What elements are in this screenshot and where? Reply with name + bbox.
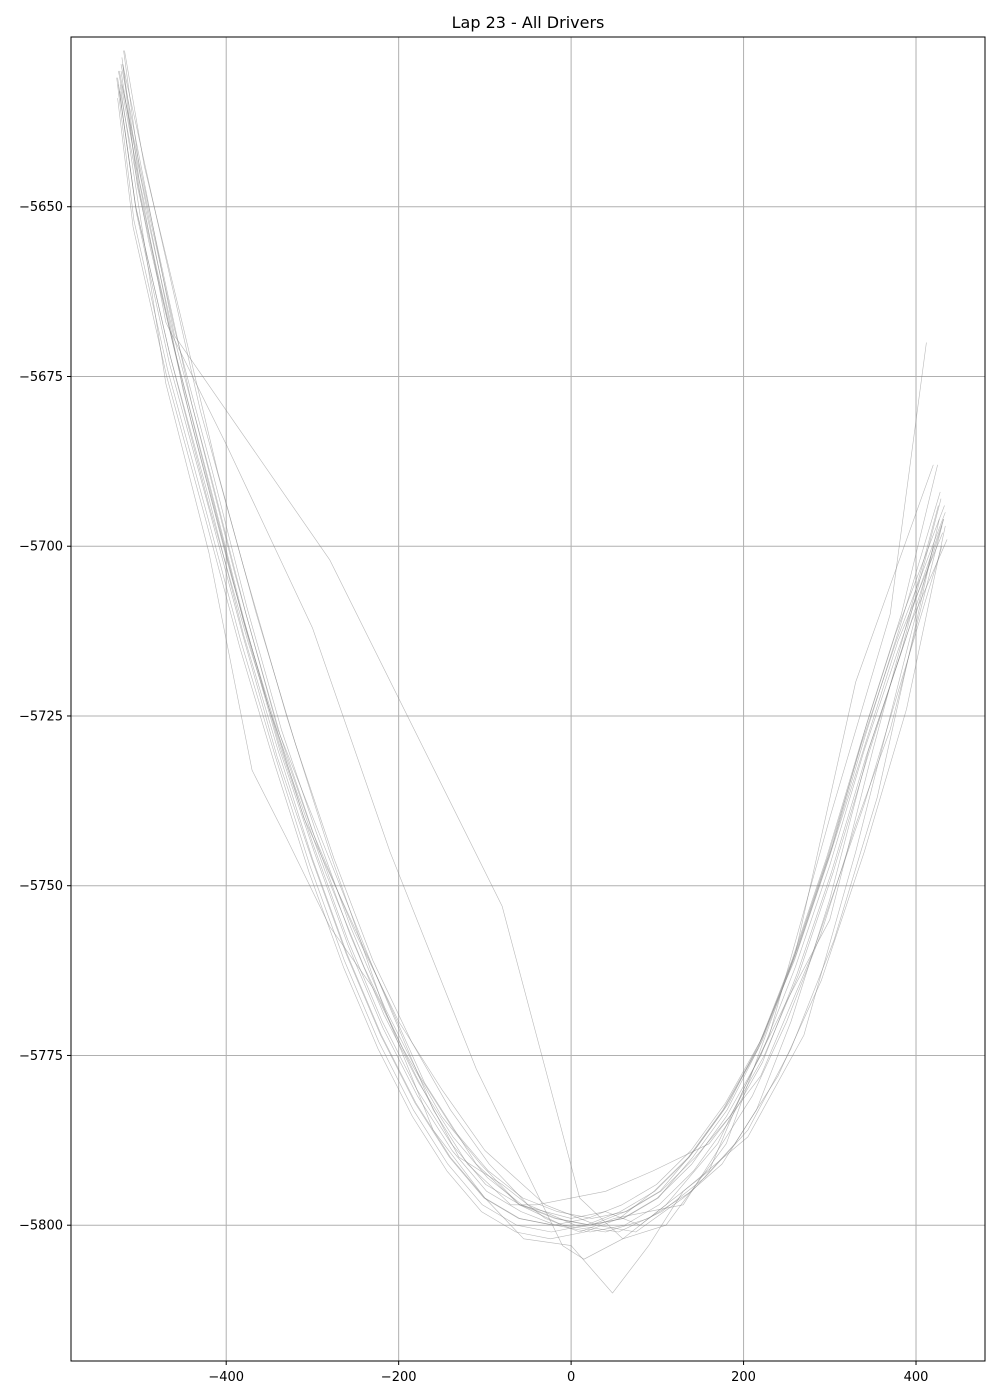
- driver-trace-11: [118, 70, 927, 1260]
- chart-title: Lap 23 - All Drivers: [452, 13, 605, 32]
- x-tick-label: −200: [381, 1370, 417, 1385]
- y-tick-label: −5750: [19, 879, 63, 894]
- driver-trace-17: [117, 77, 946, 1233]
- x-axis: −400 −200 0 200 400: [208, 1361, 928, 1385]
- x-tick-label: −400: [208, 1370, 244, 1385]
- y-tick-label: −5775: [19, 1049, 63, 1064]
- driver-trace-7: [117, 98, 945, 1240]
- x-tick-label: 0: [567, 1370, 575, 1385]
- driver-traces: [116, 50, 948, 1294]
- y-tick-label: −5800: [19, 1219, 63, 1234]
- driver-trace-13: [122, 64, 934, 1294]
- y-axis: −5650 −5675 −5700 −5725 −5750 −5775 −5800: [19, 200, 71, 1234]
- driver-trace-14: [121, 84, 939, 1226]
- x-tick-label: 400: [904, 1370, 929, 1385]
- driver-trace-16: [124, 50, 940, 1233]
- x-tick-label: 200: [731, 1370, 756, 1385]
- driver-trace-5: [119, 91, 943, 1226]
- driver-trace-8: [123, 50, 942, 1219]
- driver-trace-12: [119, 70, 943, 1206]
- y-tick-label: −5700: [19, 540, 63, 555]
- driver-trace-3: [116, 77, 946, 1233]
- plot-frame: [70, 36, 986, 1362]
- driver-trace-15: [119, 91, 948, 1233]
- y-tick-label: −5725: [19, 709, 63, 724]
- y-tick-label: −5675: [19, 370, 63, 385]
- driver-trace-9: [119, 84, 944, 1233]
- y-tick-label: −5650: [19, 200, 63, 215]
- grid-lines: [71, 37, 985, 1361]
- driver-trace-2: [120, 70, 943, 1233]
- driver-trace-10: [120, 64, 934, 1240]
